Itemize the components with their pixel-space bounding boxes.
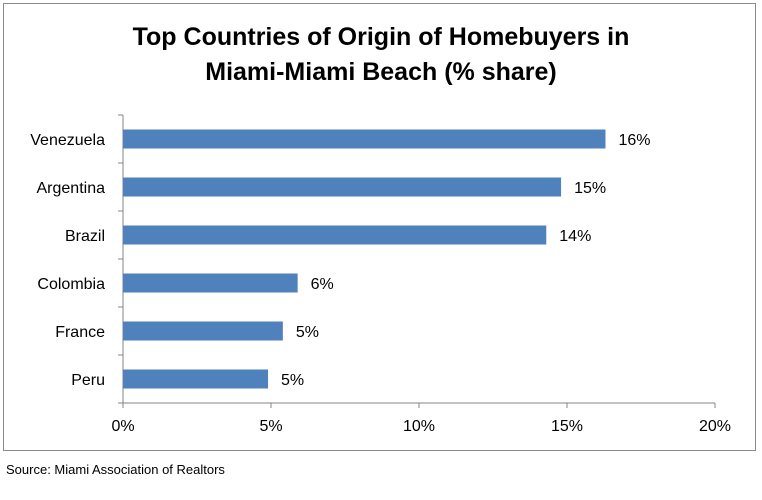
x-tick-label: 20% — [699, 418, 731, 435]
x-tick-label: 0% — [111, 418, 134, 435]
category-label: Colombia — [37, 276, 105, 293]
data-label: 5% — [296, 324, 319, 341]
source-note: Source: Miami Association of Realtors — [6, 462, 225, 477]
category-label: Argentina — [37, 180, 106, 197]
data-label: 14% — [559, 228, 591, 245]
category-label: Brazil — [65, 228, 105, 245]
category-label: France — [55, 324, 105, 341]
bar — [123, 225, 547, 245]
category-label: Peru — [71, 372, 105, 389]
chart-title: Top Countries of Origin of Homebuyers in… — [0, 20, 762, 90]
bar — [123, 129, 606, 149]
x-tick-label: 5% — [259, 418, 282, 435]
bar — [123, 369, 269, 389]
data-label: 5% — [281, 372, 304, 389]
bar — [123, 177, 562, 197]
bar — [123, 273, 298, 293]
data-label: 16% — [618, 132, 650, 149]
chart-title-line-2: Miami-Miami Beach (% share) — [205, 58, 557, 86]
category-label: Venezuela — [30, 132, 105, 149]
bar — [123, 321, 283, 341]
x-tick-label: 10% — [403, 418, 435, 435]
chart-title-line-1: Top Countries of Origin of Homebuyers in — [132, 23, 630, 51]
data-label: 15% — [574, 180, 606, 197]
data-label: 6% — [311, 276, 334, 293]
x-tick-label: 15% — [551, 418, 583, 435]
